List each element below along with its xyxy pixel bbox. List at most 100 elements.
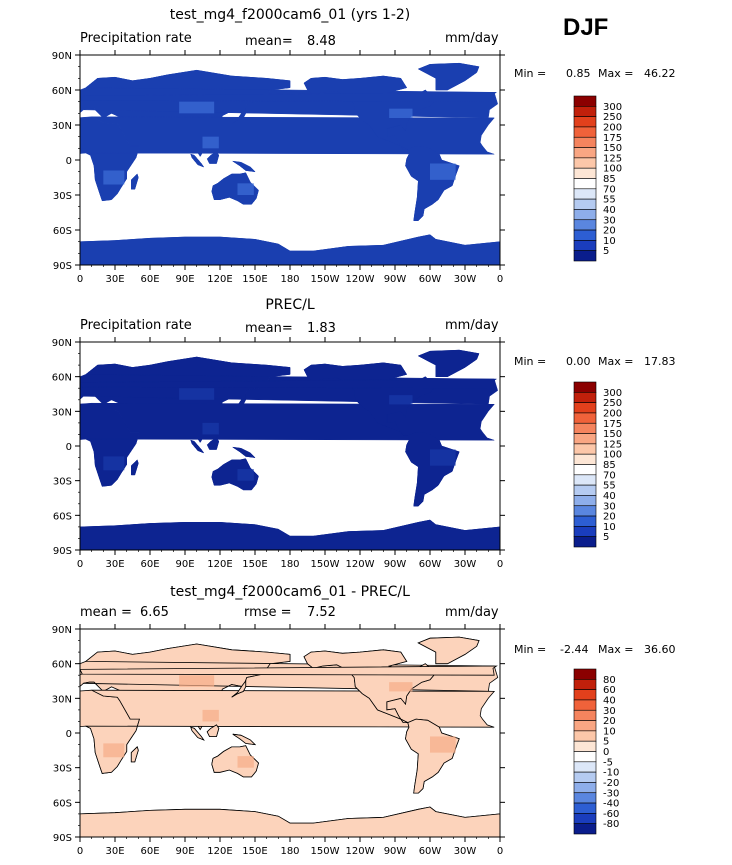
landmass-north-america bbox=[303, 75, 437, 150]
panel2-max-label: Max = bbox=[598, 355, 634, 368]
landmass-japan bbox=[231, 106, 246, 125]
land-accent-patch bbox=[103, 456, 125, 471]
colorbar-level-label: 30 bbox=[603, 215, 616, 226]
colorbar-level-label: 125 bbox=[603, 439, 622, 450]
colorbar-level-label: 100 bbox=[603, 164, 622, 175]
colorbar-swatch bbox=[573, 240, 597, 251]
landmass-sumatra bbox=[190, 439, 205, 454]
land-accent-patch bbox=[430, 449, 456, 466]
landmass-japan bbox=[231, 679, 247, 698]
colorbar-level-label: 30 bbox=[603, 706, 616, 717]
land-accent-patch bbox=[389, 682, 413, 692]
panel2-left-label: Precipitation rate bbox=[80, 318, 192, 333]
colorbar-level-label: 40 bbox=[603, 695, 616, 706]
lat-tick-label: 90N bbox=[52, 51, 72, 62]
colorbar-level-label: 150 bbox=[603, 429, 622, 440]
colorbar-swatch bbox=[573, 136, 597, 148]
panel2-min-value: 0.00 bbox=[566, 355, 591, 368]
colorbar-swatch bbox=[573, 453, 597, 465]
panel3-max-value: 36.60 bbox=[644, 643, 676, 656]
panel3-title: test_mg4_f2000cam6_01 - PREC/L bbox=[170, 584, 410, 600]
panel3-stat2-label: rmse = bbox=[244, 605, 292, 620]
landmass-japan bbox=[231, 393, 246, 411]
lon-tick-label: 30W bbox=[454, 846, 477, 857]
colorbar-level-label: 200 bbox=[603, 122, 622, 133]
lon-tick-label: 60W bbox=[419, 274, 442, 285]
colorbar-swatch bbox=[573, 813, 597, 824]
land-accent-patch bbox=[237, 183, 254, 195]
panel1-min-value: 0.85 bbox=[566, 67, 591, 80]
panel1-title: test_mg4_f2000cam6_01 (yrs 1-2) bbox=[169, 7, 411, 23]
lat-tick-label: 90S bbox=[53, 546, 72, 557]
panel1-stat1-label: mean= bbox=[245, 34, 293, 49]
lon-tick-label: 150E bbox=[242, 846, 267, 857]
land-fill-group bbox=[80, 636, 500, 837]
lat-tick-label: 90N bbox=[52, 625, 72, 636]
panel3-stat1-label: mean = bbox=[80, 605, 132, 620]
lon-tick-label: 90W bbox=[384, 559, 407, 570]
colorbar-level-label: -60 bbox=[603, 809, 619, 820]
lon-tick-label: 180 bbox=[280, 846, 299, 857]
colorbar-swatch bbox=[573, 689, 597, 701]
lon-tick-label: 150W bbox=[311, 559, 340, 570]
land-accent-patch bbox=[430, 163, 456, 180]
lat-tick-label: 60S bbox=[53, 226, 72, 237]
colorbar-swatch bbox=[573, 229, 597, 241]
colorbar-swatch bbox=[573, 167, 597, 179]
colorbar-swatch bbox=[573, 464, 597, 476]
colorbar-swatch bbox=[573, 116, 597, 128]
panel1-min-label: Min = bbox=[514, 67, 547, 80]
lon-tick-label: 0 bbox=[77, 274, 83, 285]
colorbar-level-label: 70 bbox=[603, 184, 616, 195]
lon-tick-label: 30E bbox=[105, 559, 124, 570]
colorbar-swatch bbox=[573, 381, 597, 393]
colorbar-level-label: 60 bbox=[603, 685, 616, 696]
colorbar-swatch bbox=[573, 126, 597, 138]
lon-tick-label: 30E bbox=[105, 846, 124, 857]
lon-tick-label: 120W bbox=[346, 846, 375, 857]
lat-tick-label: 30N bbox=[52, 121, 72, 132]
colorbar-swatch bbox=[573, 761, 597, 773]
colorbar-swatch bbox=[573, 402, 597, 414]
lat-tick-label: 90S bbox=[53, 261, 72, 272]
land-fill-group bbox=[80, 349, 500, 550]
colorbar-level-label: -40 bbox=[603, 799, 619, 810]
colorbar-level-label: 80 bbox=[603, 675, 616, 686]
lon-tick-label: 150W bbox=[311, 846, 340, 857]
colorbar-level-label: 5 bbox=[603, 246, 609, 257]
colorbar-swatch bbox=[573, 792, 597, 804]
landmass-australia bbox=[211, 172, 259, 205]
colorbar-level-label: -30 bbox=[603, 788, 619, 799]
colorbar-level-label: 300 bbox=[603, 388, 622, 399]
lon-tick-label: 90E bbox=[175, 846, 194, 857]
landmass-greenland bbox=[417, 636, 480, 665]
panel2-stat1-value: 1.83 bbox=[307, 321, 336, 336]
colorbar-swatch bbox=[573, 147, 597, 159]
lat-tick-label: 60N bbox=[52, 660, 72, 671]
colorbar-level-label: 85 bbox=[603, 460, 616, 471]
panel1-max-label: Max = bbox=[598, 67, 634, 80]
colorbar-swatch bbox=[573, 679, 597, 690]
colorbar-level-label: -20 bbox=[603, 778, 619, 789]
colorbar-swatch bbox=[573, 433, 597, 445]
land-accent-patch bbox=[103, 743, 125, 758]
colorbar-level-label: 0 bbox=[603, 747, 609, 758]
landmass-sumatra bbox=[190, 726, 205, 741]
landmass-uk bbox=[80, 92, 498, 102]
colorbar-swatch bbox=[573, 526, 597, 537]
land-accent-patch bbox=[202, 422, 219, 435]
colorbar-swatch bbox=[573, 474, 597, 486]
colorbar-level-label: -10 bbox=[603, 768, 619, 779]
season-label: DJF bbox=[563, 14, 609, 41]
colorbar-swatch bbox=[573, 751, 597, 763]
panel-3-map: 90N 60N 30N 0 30S 60S 90S 0 30E 60E 90E 120E 150E 180… bbox=[52, 624, 505, 857]
lon-tick-label: 0 bbox=[497, 559, 503, 570]
lon-tick-label: 120W bbox=[346, 274, 375, 285]
lon-tick-label: 60W bbox=[419, 846, 442, 857]
lon-tick-label: 150E bbox=[242, 274, 267, 285]
land-accent-patch bbox=[103, 170, 125, 185]
lat-tick-label: 60N bbox=[52, 86, 72, 97]
colorbar-swatch bbox=[573, 823, 597, 835]
